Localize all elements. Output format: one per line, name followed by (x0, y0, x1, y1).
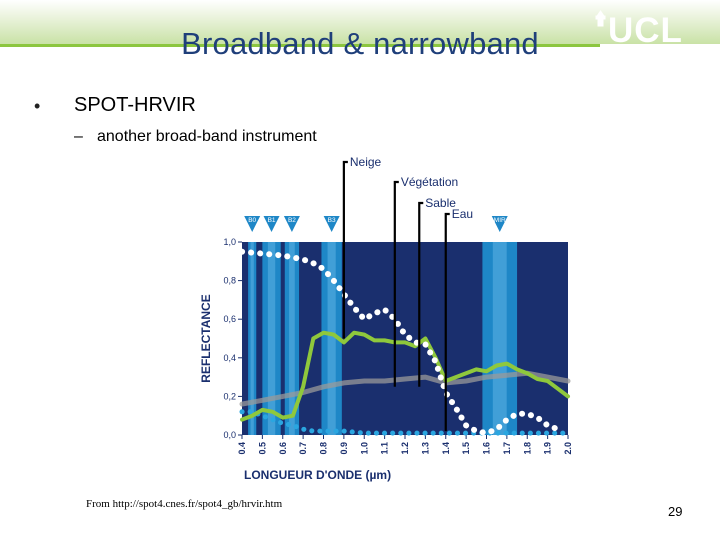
y-tick-label: 0,0 (223, 430, 236, 440)
band-label-b1: B1 (268, 217, 276, 224)
series-line-neige (239, 248, 561, 437)
band-highlight-b3 (327, 242, 336, 435)
callout-line-eau (444, 212, 450, 432)
chart-marks: B0 B1 B2 B3 MIR 0,0 0,2 0,4 0,6 0,8 1,0 0.4 0.5 0.6 0.… (199, 155, 573, 482)
y-tick-label: 0,2 (223, 391, 236, 401)
x-tick-label-group: 1.1 (380, 442, 390, 455)
x-tick-label-group: 0.8 (319, 442, 329, 455)
x-tick-label-group: 1.6 (482, 442, 492, 455)
band-marker-b0 (244, 216, 261, 232)
band-highlight-b1 (267, 242, 276, 435)
y-axis-title-group: REFLECTANCE (199, 294, 213, 382)
x-tick-label: 0.6 (278, 442, 288, 455)
reflectance-chart: B0 B1 B2 B3 MIR 0,0 0,2 0,4 0,6 0,8 1,0 0.4 0.5 0.6 0.… (196, 150, 576, 490)
x-tick-label-group: 2.0 (563, 442, 573, 455)
page-number: 29 (668, 504, 683, 519)
callout-line-sable (418, 201, 424, 387)
sub-bullet-dash: – (74, 128, 83, 145)
x-tick-label: 1.2 (400, 442, 410, 455)
x-tick-label: 0.5 (257, 442, 267, 455)
x-tick-label-group: 0.4 (237, 442, 247, 455)
y-tick-label: 0,6 (223, 314, 236, 324)
x-tick-label: 1.5 (461, 442, 471, 455)
bullet-spot-hrvir: SPOT-HRVIR (74, 94, 196, 116)
x-tick-label: 0.8 (319, 442, 329, 455)
x-tick-label-group: 1.0 (359, 442, 369, 455)
callout-line-neige (342, 160, 348, 339)
y-tick-label: 0,8 (223, 276, 236, 286)
series-line-sable (239, 370, 571, 407)
band-marker-b3 (323, 216, 340, 232)
band-highlight-mir (492, 242, 507, 435)
x-axis-title: LONGUEUR D'ONDE (µm) (244, 468, 391, 482)
x-tick-label: 1.7 (502, 442, 512, 455)
callout-label-neige: Neige (350, 155, 382, 169)
x-tick-label-group: 1.4 (441, 442, 451, 455)
x-tick-label-group: 1.3 (420, 442, 430, 455)
x-tick-label: 1.1 (380, 442, 390, 455)
x-tick-label-group: 0.7 (298, 442, 308, 455)
band-marker-b1 (263, 216, 280, 232)
x-tick-label-group: 1.8 (522, 442, 532, 455)
x-tick-label-group: 1.7 (502, 442, 512, 455)
y-tick-label: 0,4 (223, 353, 236, 363)
bullet-dot: • (34, 96, 41, 116)
band-marker-b2 (283, 216, 300, 232)
x-tick-label-group: 1.5 (461, 442, 471, 455)
band-label-b2: B2 (288, 217, 296, 224)
y-axis-title: REFLECTANCE (199, 294, 213, 382)
y-tick-label: 1,0 (223, 237, 236, 247)
x-tick-label: 2.0 (563, 442, 573, 455)
header-rule (0, 44, 600, 47)
ucl-logo-mark (595, 10, 606, 27)
band-highlight-b2 (289, 242, 295, 435)
x-tick-label: 1.0 (359, 442, 369, 455)
x-tick-label-group: 0.6 (278, 442, 288, 455)
x-tick-label: 0.7 (298, 442, 308, 455)
x-tick-label-group: 1.9 (543, 442, 553, 455)
plot-area (242, 242, 568, 435)
x-tick-label: 1.6 (482, 442, 492, 455)
ucl-logo: UCL (595, 10, 683, 46)
band-label-b3: B3 (328, 217, 336, 224)
slide-title: Broadband & narrowband (181, 26, 539, 61)
ucl-logo-text: UCL (608, 11, 683, 46)
x-tick-label-group: 0.5 (257, 442, 267, 455)
x-tick-label-group: 1.2 (400, 442, 410, 455)
series-line-eau (239, 409, 571, 436)
series-line-vegetation (240, 330, 570, 422)
x-tick-label: 1.4 (441, 442, 451, 455)
source-citation: From http://spot4.cnes.fr/spot4_gb/hrvir… (86, 498, 283, 510)
sub-bullet-broadband: another broad-band instrument (97, 128, 317, 145)
x-tick-label: 0.4 (237, 442, 247, 455)
x-tick-label: 1.3 (420, 442, 430, 455)
band-highlight-b0 (250, 242, 254, 435)
x-tick-label: 1.9 (543, 442, 553, 455)
callout-label-eau: Eau (452, 207, 473, 221)
callout-label-vegetation: Végétation (401, 175, 458, 189)
band-label-b0: B0 (248, 217, 256, 224)
x-tick-label: 0.9 (339, 442, 349, 455)
x-tick-label: 1.8 (522, 442, 532, 455)
band-marker-mir (491, 216, 508, 232)
x-tick-label-group: 0.9 (339, 442, 349, 455)
callout-label-sable: Sable (425, 196, 456, 210)
callout-line-vegetation (393, 180, 399, 387)
band-label-mir: MIR (494, 217, 506, 224)
